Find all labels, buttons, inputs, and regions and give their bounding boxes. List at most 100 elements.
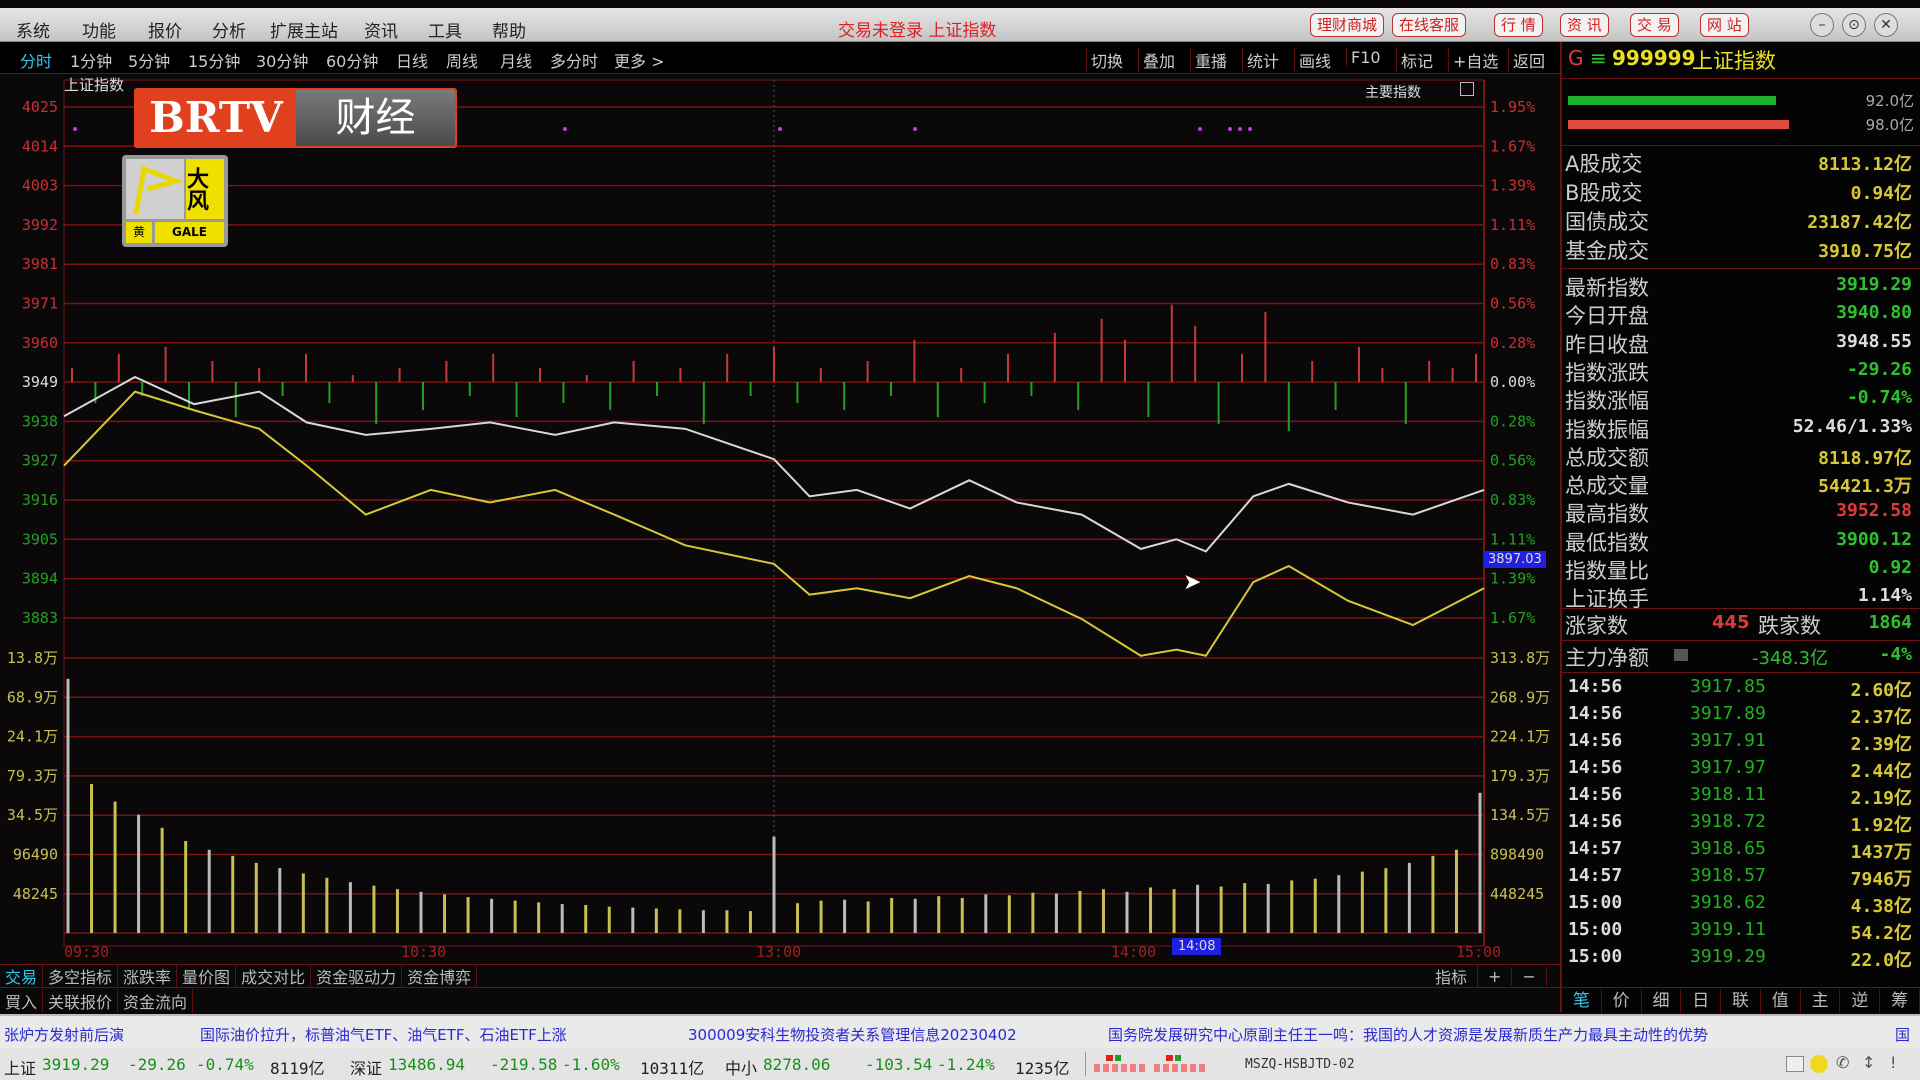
notification-icon[interactable] — [1810, 1055, 1828, 1073]
tick-time: 14:56 — [1568, 811, 1623, 832]
title-button[interactable]: 在线客服 — [1392, 13, 1467, 37]
panel-tab[interactable]: 联 — [1721, 989, 1761, 1013]
indicator-control[interactable]: 指标 — [1425, 964, 1479, 988]
tick-time: 14:56 — [1568, 784, 1623, 805]
bottom-subtab[interactable]: 買入 — [0, 989, 44, 1013]
index-name[interactable]: 深证 — [350, 1059, 383, 1078]
bottom-tab[interactable]: 资金博弈 — [402, 964, 478, 988]
panel-tab[interactable]: 细 — [1642, 989, 1682, 1013]
news-item[interactable]: 国 — [1895, 1026, 1911, 1044]
alert-icon[interactable]: ! — [1890, 1053, 1897, 1072]
down-count: 1864 — [1868, 612, 1912, 633]
volume-tick: 13.8万 — [7, 649, 58, 667]
indicator-control[interactable]: − — [1512, 966, 1547, 986]
menu-item[interactable]: 扩展主站 — [270, 22, 338, 42]
toggle-icon[interactable] — [1460, 82, 1474, 96]
news-item[interactable]: 国际油价拉升，标普油气ETF、油气ETF、石油ETF上涨 — [200, 1026, 567, 1044]
period-tab[interactable]: 15分钟 — [188, 52, 241, 71]
pct-tick: 1.67% — [1490, 609, 1535, 627]
tool-button[interactable]: 返回 — [1508, 48, 1549, 72]
index-name[interactable]: 中小 — [725, 1059, 758, 1078]
menu-item[interactable]: 帮助 — [492, 22, 526, 42]
sort-icon[interactable]: ↕ — [1862, 1053, 1876, 1072]
info-icon[interactable] — [1674, 649, 1688, 661]
period-tab[interactable]: 5分钟 — [128, 52, 171, 71]
divider — [1562, 78, 1920, 79]
period-tab[interactable]: 日线 — [396, 52, 429, 71]
period-tab[interactable]: 1分钟 — [70, 52, 113, 71]
turnover-value: 23187.42亿 — [1807, 212, 1912, 233]
bottom-tab[interactable]: 资金驱动力 — [311, 964, 403, 988]
panel-tab[interactable]: 值 — [1761, 989, 1801, 1013]
close-button[interactable]: ✕ — [1874, 13, 1898, 37]
bottom-tab[interactable]: 量价图 — [177, 964, 237, 988]
period-tab[interactable]: 多分时 — [550, 52, 599, 71]
tick-price: 3918.11 — [1690, 784, 1766, 805]
news-item[interactable]: 国务院发展研究中心原副主任王一鸣：我国的人才资源是发展新质生产力最具主动性的优势 — [1108, 1026, 1709, 1044]
volume-bar — [937, 896, 941, 933]
menu-icon[interactable]: ≡ — [1590, 46, 1607, 70]
menu-item[interactable]: 工具 — [428, 22, 462, 42]
tool-button[interactable]: 切换 — [1086, 48, 1127, 72]
tool-button[interactable]: 统计 — [1242, 48, 1283, 72]
tick-price: 3917.85 — [1690, 676, 1766, 697]
menu-item[interactable]: 报价 — [148, 22, 182, 42]
tool-button[interactable]: +自选 — [1448, 48, 1502, 72]
bottom-tab[interactable]: 涨跌率 — [118, 964, 178, 988]
restore-button[interactable]: ⊙ — [1842, 13, 1866, 37]
intraday-chart[interactable]: 4025 1.95% 4014 1.67% 4003 1.39% 3992 1.11% 3981… — [0, 74, 1560, 964]
bottom-subtab[interactable]: 资金流向 — [118, 989, 194, 1013]
period-tab[interactable]: 周线 — [446, 52, 479, 71]
satellite-icon[interactable]: ✆ — [1836, 1053, 1850, 1072]
volume-tick-right: 448245 — [1490, 885, 1544, 903]
signal-dot — [73, 127, 77, 131]
panel-tab[interactable]: 价 — [1602, 989, 1642, 1013]
menu-item[interactable]: 功能 — [82, 22, 116, 42]
minimize-button[interactable]: – — [1810, 13, 1834, 37]
bottom-tab[interactable]: 交易 — [0, 964, 44, 988]
title-button[interactable]: 理财商城 — [1310, 13, 1385, 37]
volume-tick: 24.1万 — [7, 728, 58, 746]
period-tab[interactable]: 分时 — [20, 52, 53, 71]
main-index-label[interactable]: 主要指数 — [1365, 85, 1421, 101]
menu-item[interactable]: 系统 — [16, 22, 50, 42]
panel-tab[interactable]: 主 — [1801, 989, 1841, 1013]
news-item[interactable]: 300009安科生物投资者关系管理信息20230402 — [688, 1026, 1017, 1044]
stock-name: 上证指数 — [1692, 49, 1776, 73]
title-button[interactable]: 行 情 — [1494, 13, 1543, 37]
tool-button[interactable]: 标记 — [1396, 48, 1437, 72]
window-icon[interactable] — [1786, 1056, 1804, 1072]
panel-tab[interactable]: 日 — [1681, 989, 1722, 1013]
panel-tab[interactable]: 逆 — [1840, 989, 1881, 1013]
tick-time: 15:00 — [1568, 946, 1623, 967]
panel-tab[interactable]: 筹 — [1880, 989, 1920, 1013]
indicator-control[interactable]: + — [1478, 966, 1513, 986]
sub-tabs: 買入 关联报价 资金流向 — [0, 989, 1560, 1013]
tool-button[interactable]: 重播 — [1190, 48, 1231, 72]
volume-bar — [796, 903, 800, 933]
flag-label: G — [1568, 46, 1584, 70]
period-tab[interactable]: 更多 > — [614, 52, 665, 71]
period-tab[interactable]: 30分钟 — [256, 52, 309, 71]
menu-item[interactable]: 资讯 — [364, 22, 398, 42]
bottom-subtab[interactable]: 关联报价 — [43, 989, 119, 1013]
price-tick: 3992 — [22, 216, 58, 234]
period-tab[interactable]: 月线 — [500, 52, 533, 71]
warning-en: GALE — [155, 222, 224, 243]
period-tab[interactable]: 60分钟 — [326, 52, 379, 71]
menu-item[interactable]: 分析 — [212, 22, 246, 42]
cursor-time-label: 14:08 — [1172, 938, 1222, 955]
tool-button[interactable]: 画线 — [1294, 48, 1335, 72]
bottom-tab[interactable]: 多空指标 — [43, 964, 119, 988]
bottom-tab[interactable]: 成交对比 — [236, 964, 312, 988]
index-name[interactable]: 上证 — [4, 1059, 37, 1078]
tool-button[interactable]: F10 — [1346, 48, 1385, 67]
news-item[interactable]: 张炉方发射前后演 — [4, 1026, 125, 1044]
tool-button[interactable]: 叠加 — [1138, 48, 1179, 72]
title-button[interactable]: 资 讯 — [1560, 13, 1609, 37]
title-button[interactable]: 网 站 — [1700, 13, 1749, 37]
divider — [1562, 608, 1920, 609]
title-button[interactable]: 交 易 — [1630, 13, 1679, 37]
panel-tab[interactable]: 笔 — [1562, 989, 1602, 1013]
volume-bar — [1196, 884, 1200, 933]
